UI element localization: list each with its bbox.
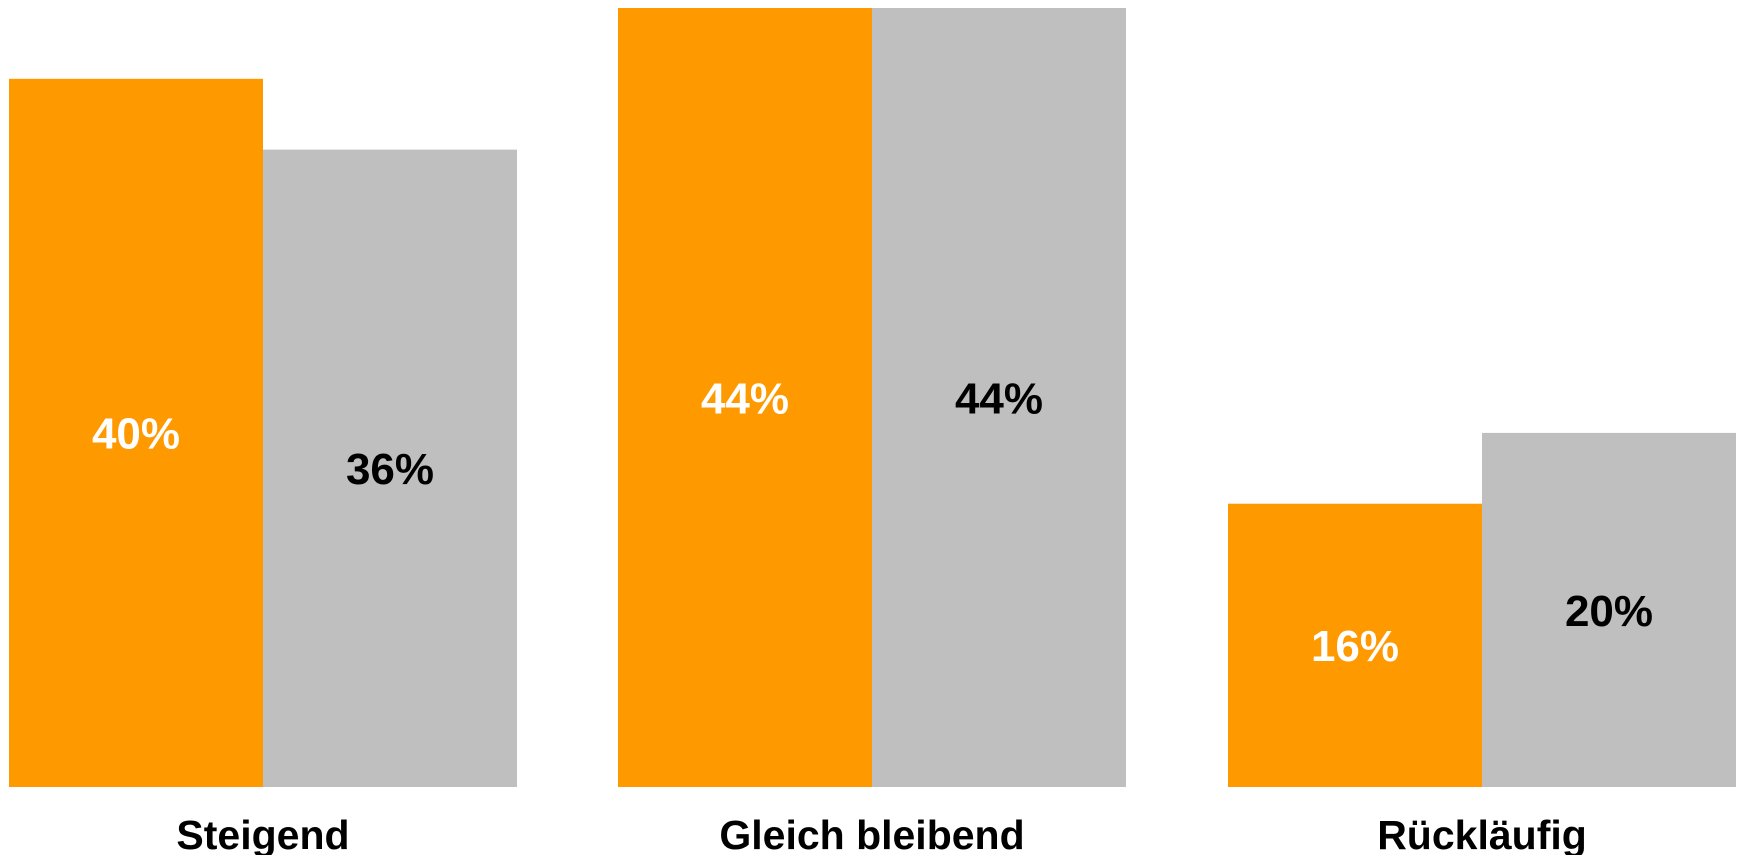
bar-rückläufig-series-1	[1228, 503, 1482, 787]
bar-steigend-series-2	[263, 149, 517, 788]
data-label: 44%	[955, 374, 1043, 423]
data-label: 44%	[701, 374, 789, 423]
bar-steigend-series-1	[9, 78, 263, 788]
bar-gleich-bleibend-series-1	[618, 8, 872, 787]
data-label: 20%	[1565, 587, 1653, 636]
category-label: Rückläufig	[1377, 812, 1587, 855]
bar-rückläufig-series-2	[1482, 432, 1736, 787]
data-label: 16%	[1311, 622, 1399, 671]
data-label: 36%	[346, 445, 434, 494]
category-label: Gleich bleibend	[719, 812, 1024, 855]
data-labels-layer: 40% 36% 44% 44% 16% 20%	[92, 374, 1653, 671]
data-label: 40%	[92, 410, 180, 459]
category-label: Steigend	[176, 812, 349, 855]
bar-gleich-bleibend-series-2	[872, 8, 1126, 787]
category-labels-layer: Steigend Gleich bleibend Rückläufig	[176, 812, 1587, 858]
bars-layer	[9, 8, 1736, 788]
